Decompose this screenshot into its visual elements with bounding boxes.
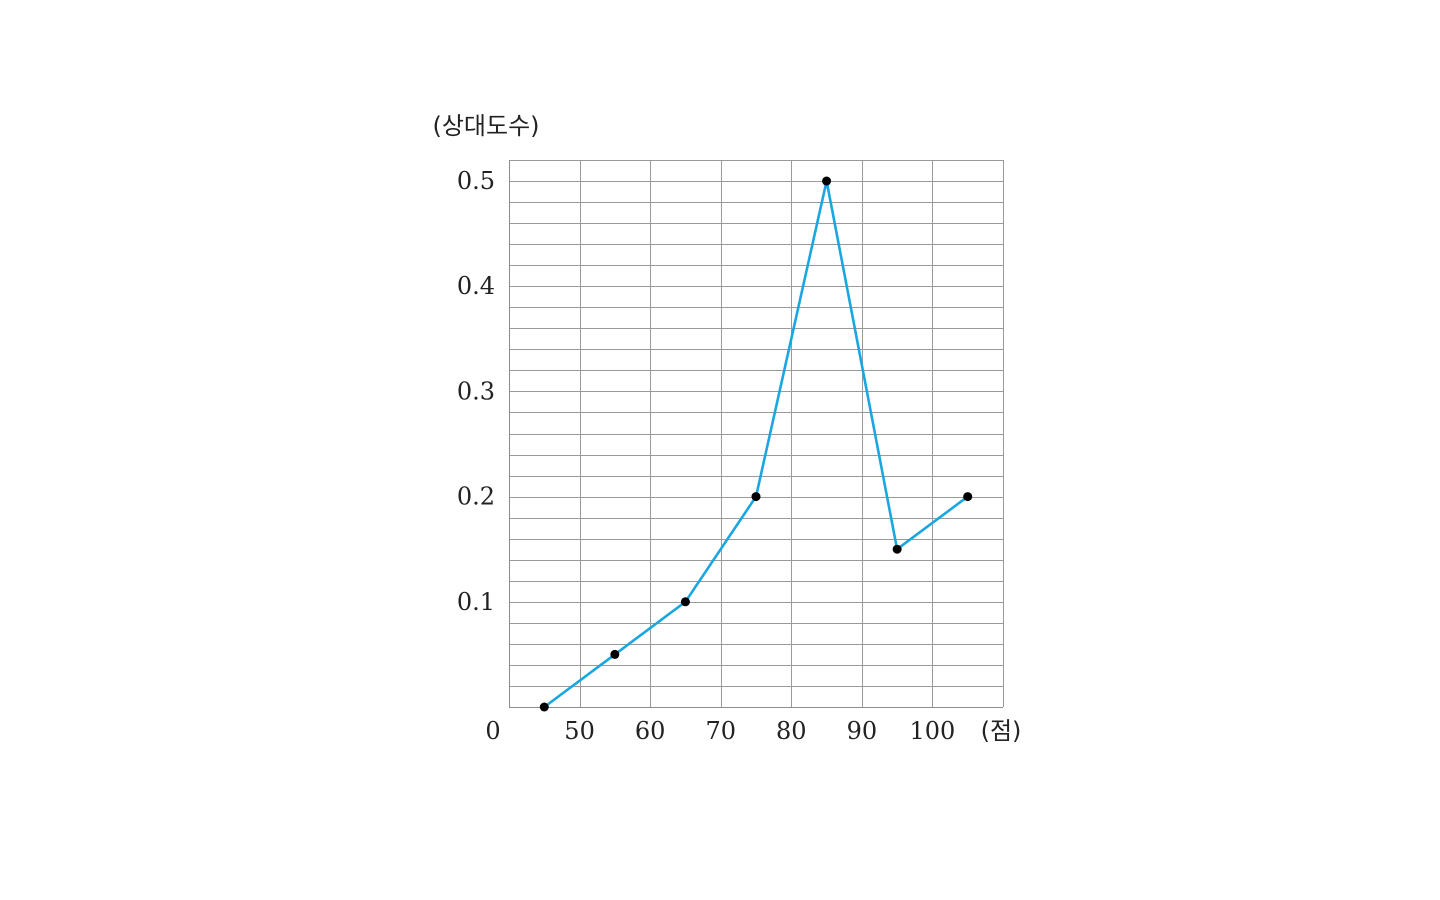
data-point-marker — [822, 176, 832, 186]
y-tick-label: 0.1 — [457, 588, 495, 616]
y-tick-label: 0.2 — [457, 483, 495, 511]
data-point-marker — [751, 492, 761, 502]
x-axis-label: (점) — [981, 717, 1022, 745]
series-line — [542, 179, 970, 709]
y-tick-label: 0.4 — [457, 272, 495, 300]
x-tick-label: 70 — [705, 717, 736, 745]
data-point-marker — [963, 492, 973, 502]
origin-label: 0 — [485, 717, 500, 745]
data-point-marker — [892, 544, 902, 554]
series-line-path — [542, 179, 970, 709]
y-tick-label: 0.5 — [457, 167, 495, 195]
tick-labels: 0.1 0.2 0.3 0.4 0.5 50 60 70 80 90 100 — [457, 167, 956, 745]
data-points — [539, 176, 973, 712]
data-point-marker — [610, 649, 620, 659]
data-point-marker — [539, 702, 549, 712]
y-axis-label: (상대도수) — [432, 112, 539, 140]
x-tick-label: 90 — [847, 717, 878, 745]
x-tick-label: 100 — [910, 717, 956, 745]
grid — [509, 160, 1004, 708]
y-tick-label: 0.3 — [457, 377, 495, 405]
axes — [509, 160, 1003, 708]
x-tick-label: 60 — [635, 717, 666, 745]
data-point-marker — [680, 597, 690, 607]
x-tick-label: 50 — [564, 717, 595, 745]
x-tick-label: 80 — [776, 717, 807, 745]
